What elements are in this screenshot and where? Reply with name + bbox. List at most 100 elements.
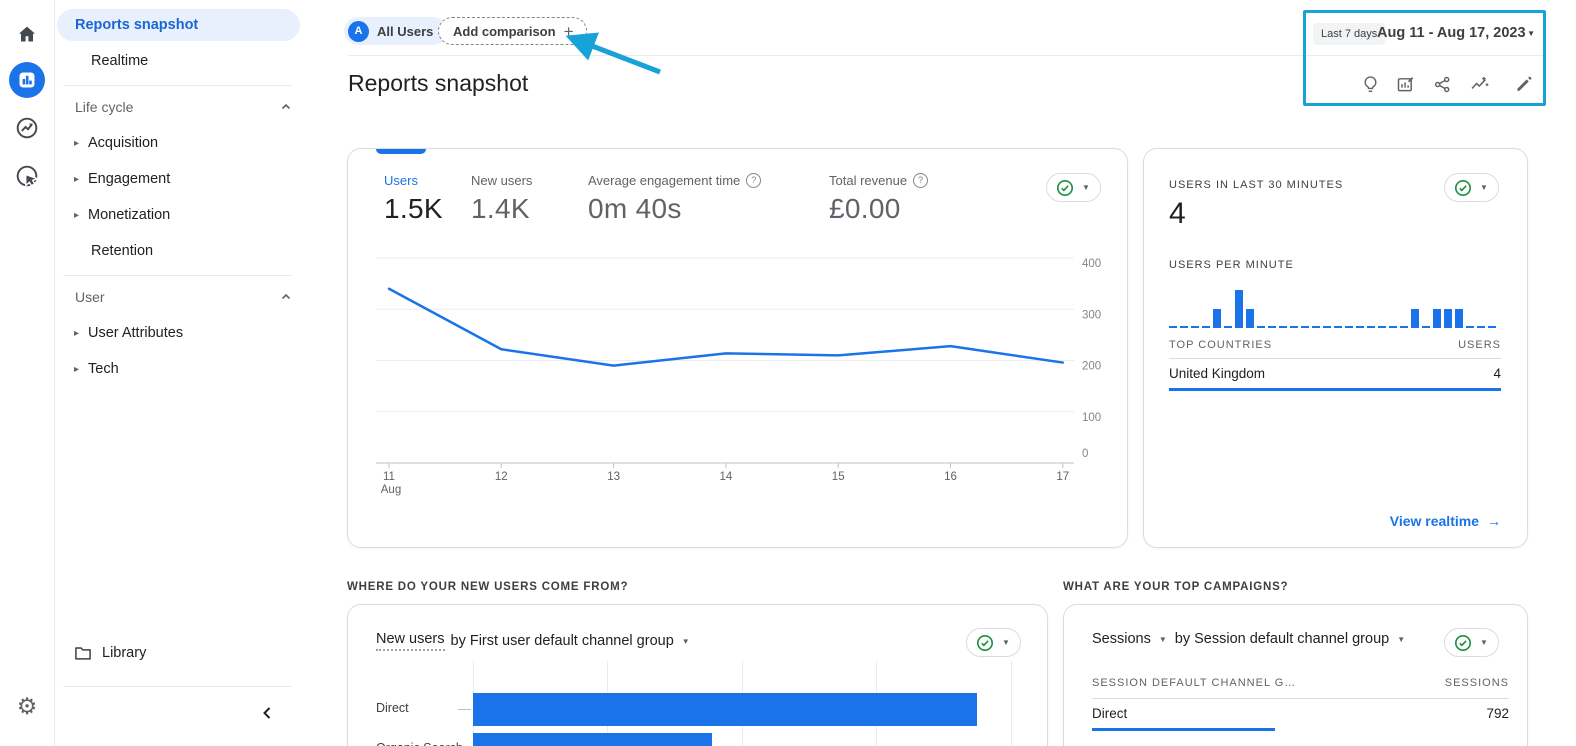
metric-tab-new-users[interactable]: New users 1.4K: [471, 173, 533, 224]
minute-bar: [1488, 326, 1496, 328]
minute-bar: [1224, 326, 1232, 328]
home-icon-glyph: [19, 26, 35, 42]
app-rail: ⚙: [0, 0, 55, 746]
bar-chart-icon: [19, 72, 35, 88]
minute-bar: [1323, 326, 1331, 328]
sparkline-glyph: [1471, 76, 1488, 89]
minute-bar: [1169, 326, 1177, 328]
minute-bar: [1290, 326, 1298, 328]
chevron-down-icon[interactable]: ▼: [1397, 634, 1406, 644]
collapse-drawer-button[interactable]: [254, 700, 280, 726]
metric-picker[interactable]: New users: [376, 631, 445, 651]
chevron-down-icon: ▼: [1527, 29, 1535, 38]
minute-bar: [1400, 326, 1408, 328]
sidebar-item-acquisition[interactable]: ▸ Acquisition: [55, 132, 158, 154]
sidebar-item-tech[interactable]: ▸ Tech: [55, 358, 119, 380]
minute-bar: [1389, 326, 1397, 328]
share-glyph: [1434, 76, 1449, 92]
country-bar-track: [1169, 388, 1501, 391]
sessions-value: 792: [1486, 706, 1509, 721]
sidebar-item-engagement[interactable]: ▸ Engagement: [55, 168, 170, 190]
users-line-chart: 0 100 200 300 400 11 12 13 14 15 16 17 Aug: [376, 257, 1101, 496]
settings-icon[interactable]: ⚙: [7, 686, 47, 726]
overview-card: Users 1.5K New users 1.4K Average engage…: [347, 148, 1128, 548]
sidebar-item-realtime[interactable]: Realtime: [55, 50, 148, 72]
nav-section-label: Life cycle: [75, 99, 134, 115]
realtime-users-value: 4: [1169, 197, 1186, 230]
realtime-card: USERS IN LAST 30 MINUTES 4 ▼ USERS PER M…: [1143, 148, 1528, 548]
top-countries-header: TOP COUNTRIES USERS: [1169, 339, 1501, 351]
channel-name: Direct: [1092, 706, 1128, 721]
chevron-left-icon: [263, 707, 271, 719]
country-name: United Kingdom: [1169, 366, 1266, 381]
customize-report-icon[interactable]: [1392, 71, 1418, 97]
campaign-bar-track: [1092, 728, 1509, 731]
nav-section-user[interactable]: User: [75, 287, 292, 307]
dimension-picker[interactable]: by Session default channel group: [1174, 631, 1390, 647]
chevron-down-icon: ▼: [1480, 638, 1488, 647]
advertising-icon[interactable]: [7, 156, 47, 196]
sidebar-item-library[interactable]: Library: [73, 641, 146, 665]
data-quality-badge[interactable]: ▼: [1444, 628, 1499, 657]
chevron-down-icon[interactable]: ▼: [681, 636, 690, 646]
channel-label: Direct: [376, 701, 409, 715]
avatar: A: [348, 20, 369, 42]
sidebar-item-retention[interactable]: Retention: [91, 243, 154, 259]
users-per-minute-label: USERS PER MINUTE: [1169, 259, 1294, 271]
channel-col: SESSION DEFAULT CHANNEL G…: [1092, 677, 1297, 689]
svg-text:12: 12: [495, 471, 508, 483]
minute-bar: [1246, 309, 1254, 328]
audience-chip-all-users[interactable]: A All Users: [344, 17, 448, 45]
minute-bar: [1345, 326, 1353, 328]
section-label-campaigns: WHAT ARE YOUR TOP CAMPAIGNS?: [1063, 581, 1289, 593]
top-campaigns-card: Sessions ▼ by Session default channel gr…: [1063, 604, 1528, 746]
explore-icon[interactable]: [7, 108, 47, 148]
bulb-glyph: [1363, 75, 1377, 92]
minute-bar: [1367, 326, 1375, 328]
minute-bar: [1455, 309, 1463, 328]
minute-bar: [1235, 290, 1243, 328]
sidebar-item-monetization[interactable]: ▸ Monetization: [55, 204, 170, 226]
view-realtime-link[interactable]: View realtime →: [1389, 513, 1501, 529]
insights-sparkline-icon[interactable]: [1466, 71, 1492, 97]
minute-bar: [1356, 326, 1364, 328]
metric-tab-users[interactable]: Users 1.5K: [384, 173, 443, 224]
sidebar-item-reports-snapshot[interactable]: Reports snapshot: [57, 9, 300, 41]
table-divider: [1169, 358, 1501, 359]
nav-section-life-cycle[interactable]: Life cycle: [75, 97, 292, 117]
add-comparison-button[interactable]: Add comparison +: [438, 17, 587, 45]
edit-pencil-icon[interactable]: [1510, 71, 1536, 97]
gear-icon: ⚙: [16, 692, 38, 719]
insights-bulb-icon[interactable]: [1357, 71, 1383, 97]
check-circle-icon: [1056, 179, 1074, 196]
minute-bar: [1444, 309, 1452, 328]
data-quality-badge[interactable]: ▼: [1046, 173, 1101, 202]
sidebar-item-user-attributes[interactable]: ▸ User Attributes: [55, 322, 183, 344]
channels-card-title: New users by First user default channel …: [376, 631, 690, 651]
reports-icon[interactable]: [7, 60, 47, 100]
metric-tab-avg-engagement-time[interactable]: Average engagement time ? 0m 40s: [588, 173, 762, 225]
channel-bar: [473, 733, 712, 746]
expand-arrow-icon: ▸: [73, 209, 80, 221]
country-users: 4: [1493, 366, 1501, 381]
metric-tab-total-revenue[interactable]: Total revenue ? £0.00: [829, 173, 929, 225]
chevron-down-icon: ▼: [1002, 638, 1010, 647]
axis-tick: [458, 709, 471, 710]
svg-text:300: 300: [1082, 309, 1101, 321]
metric-picker[interactable]: Sessions: [1092, 631, 1151, 647]
realtime-title: USERS IN LAST 30 MINUTES: [1169, 179, 1344, 191]
nav-drawer: Reports snapshot Realtime Life cycle ▸ A…: [55, 0, 310, 746]
share-icon[interactable]: [1429, 71, 1455, 97]
new-users-by-channel-card: New users by First user default channel …: [347, 604, 1048, 746]
data-quality-badge[interactable]: ▼: [1444, 173, 1499, 202]
data-quality-badge[interactable]: ▼: [966, 628, 1021, 657]
help-icon[interactable]: ?: [746, 173, 762, 188]
minute-bar: [1202, 326, 1210, 328]
chevron-up-icon: [281, 103, 291, 110]
users-col: USERS: [1458, 339, 1501, 351]
nav-section-label: User: [75, 289, 105, 305]
help-icon[interactable]: ?: [913, 173, 929, 188]
date-range-picker[interactable]: Aug 11 - Aug 17, 2023: [1377, 25, 1526, 41]
chevron-down-icon[interactable]: ▼: [1158, 634, 1167, 644]
home-icon[interactable]: [7, 14, 47, 54]
